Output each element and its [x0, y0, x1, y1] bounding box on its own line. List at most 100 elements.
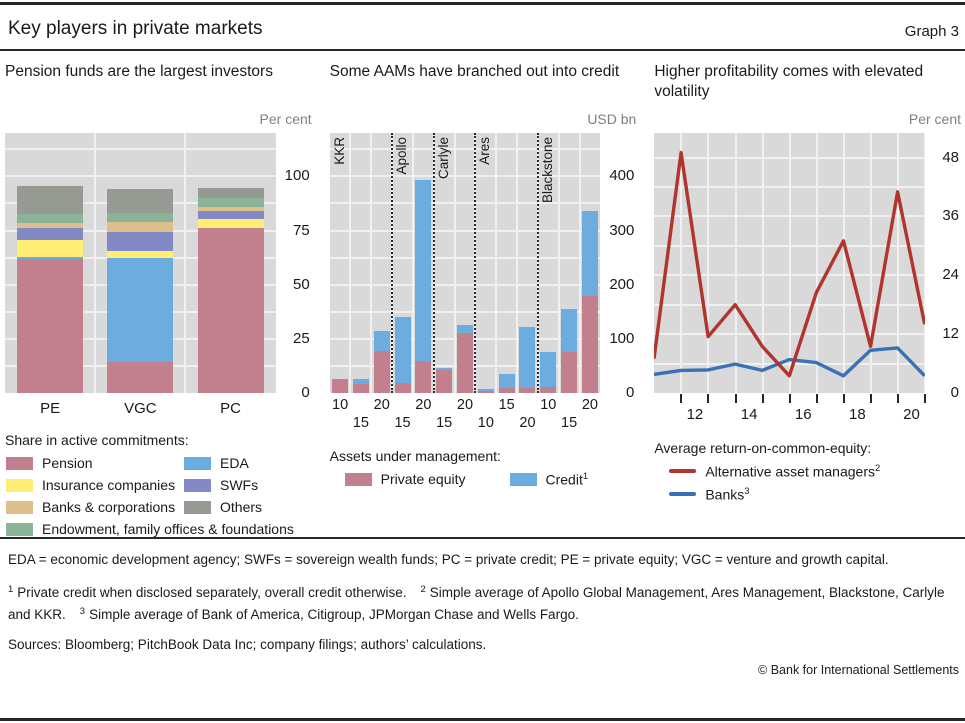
x-axis-label-year: 10	[477, 415, 494, 431]
gridline-vertical	[869, 133, 872, 393]
segment-credit	[519, 327, 536, 389]
gridline-horizontal	[329, 283, 601, 286]
x-axis-label-year: 15	[561, 415, 578, 431]
x-axis-label-year: 14	[740, 406, 758, 423]
gridline-vertical	[842, 133, 845, 393]
y-axis-tick-label: 12	[942, 325, 960, 343]
legend-label: Alternative asset managers2	[705, 463, 881, 480]
footnote-1: 1 Private credit when disclosed separatel…	[8, 583, 407, 601]
x-axis-labels: 10 15 20 15 20 15 20 10 15 20 10 15 20	[330, 393, 601, 435]
x-axis-tick	[924, 394, 927, 403]
segment-endowment-family-offices-foundations	[107, 213, 174, 222]
legend-item-private-equity: Private equity	[344, 471, 466, 488]
x-axis-label-year: 16	[794, 406, 812, 423]
segment-insurance-companies	[17, 240, 84, 257]
segment-others	[17, 186, 84, 215]
segment-swfs	[107, 231, 174, 252]
segment-private-equity	[581, 295, 598, 393]
gridline-vertical	[184, 133, 187, 393]
gridline-horizontal	[5, 148, 276, 151]
panels-row: Pension funds are the largest investors …	[0, 51, 965, 537]
legend-item-pension: Pension	[6, 455, 184, 471]
segment-credit	[352, 379, 369, 384]
group-separator	[474, 133, 477, 393]
legend-item-swfs: SWFs	[184, 477, 313, 493]
legend-swatch-swfs	[184, 478, 211, 492]
segment-private-equity	[561, 352, 578, 393]
plot-canvas: KKR Apollo Carlyle Ares Blackstone	[329, 133, 601, 393]
y-axis-labels: 0 100 200 300 400	[602, 133, 637, 401]
line-series-banks	[654, 346, 926, 378]
gridline-vertical	[578, 133, 581, 393]
y-axis-tick-label: 100	[609, 329, 635, 347]
legend-swatch-credit	[509, 472, 537, 486]
line-chart-svg	[654, 150, 926, 378]
panel-title-aam-aum: Some AAMs have branched out into credit	[329, 63, 620, 80]
legend-label: Endowment, family offices & foundations	[42, 521, 294, 537]
legend-swatch-private-equity	[344, 472, 372, 486]
x-axis-tick	[761, 394, 764, 403]
plot-canvas	[654, 133, 926, 393]
legend-swatch-pension	[6, 456, 33, 470]
legend-items: Alternative asset managers2 Banks3	[654, 463, 962, 502]
legend-item-eda: EDA	[184, 455, 313, 471]
y-axis-tick-label: 0	[950, 384, 960, 401]
x-axis-tick	[680, 394, 683, 403]
y-axis-tick-label: 0	[301, 384, 310, 401]
legend-label: Insurance companies	[42, 477, 176, 493]
line-series-alternative-asset-managers	[654, 150, 926, 378]
segment-pension	[107, 361, 174, 393]
x-axis-label-pe: PE	[40, 400, 61, 417]
x-axis-labels: 12 14 16 18 20	[654, 393, 927, 427]
legend-title: Share in active commitments:	[5, 432, 189, 448]
legend-label: Private equity	[380, 471, 466, 488]
segment-credit	[394, 317, 411, 384]
firm-label-carlyle: Carlyle	[435, 137, 451, 180]
x-axis-label-year: 20	[581, 397, 598, 413]
legend-investor-shares: Share in active commitments: Pension EDA In…	[5, 432, 313, 537]
segment-private-equity	[394, 383, 411, 393]
firm-label-kkr: KKR	[331, 137, 347, 165]
segment-private-equity	[457, 332, 473, 393]
definitions-text: EDA = economic development agency; SWFs …	[8, 551, 889, 567]
gridline-vertical	[707, 133, 710, 393]
x-axis-label-year: 12	[686, 406, 704, 423]
y-axis-tick-label: 0	[626, 384, 635, 401]
legend-label: Banks & corporations	[42, 499, 176, 515]
bar-vgc	[107, 189, 174, 393]
bar-year-20	[415, 179, 432, 393]
x-axis-label-year: 20	[519, 415, 536, 431]
x-axis-label-year: 15	[394, 415, 411, 431]
firm-label-ares: Ares	[477, 137, 493, 165]
legend-swatch-eda	[184, 456, 211, 470]
legend-swatch-endowment-family-offices-foundations	[6, 522, 33, 536]
y-axis-tick-label: 50	[292, 275, 310, 293]
copyright-text: © Bank for International Settlements	[758, 663, 959, 678]
gridline-horizontal	[5, 175, 276, 178]
y-axis-tick-label: 200	[609, 275, 635, 293]
footnote-marker: 1	[8, 583, 14, 595]
gridline-vertical	[349, 133, 352, 393]
legend-item-insurance-companies: Insurance companies	[6, 477, 184, 493]
footnote-marker: 3	[79, 605, 86, 617]
x-axis-label-year: 18	[849, 406, 866, 423]
gridline-horizontal	[329, 175, 601, 178]
firm-label-blackstone: Blackstone	[539, 137, 555, 204]
bar-year-15	[436, 367, 453, 393]
legend-profitability: Average return-on-common-equity: Alternat…	[654, 440, 962, 502]
y-axis-labels: 0 12 24 36 48	[927, 133, 962, 401]
panel-title-profitability: Higher profitability comes with elevated…	[654, 63, 924, 101]
segment-insurance-companies	[107, 251, 174, 258]
segment-endowment-family-offices-foundations	[17, 214, 84, 223]
group-separator	[432, 133, 435, 393]
x-axis-label-year: 20	[903, 406, 920, 423]
legend-label: SWFs	[220, 477, 259, 493]
legend-swatch-banks-corporations	[6, 500, 33, 514]
page-title: Key players in private markets	[8, 18, 263, 39]
gridline-horizontal	[329, 310, 601, 313]
legend-title: Assets under management:	[329, 448, 501, 464]
segment-pension	[17, 258, 84, 393]
y-axis-tick-label: 300	[609, 221, 635, 239]
bar-year-15	[394, 317, 411, 393]
legend-label: Banks3	[705, 485, 750, 503]
